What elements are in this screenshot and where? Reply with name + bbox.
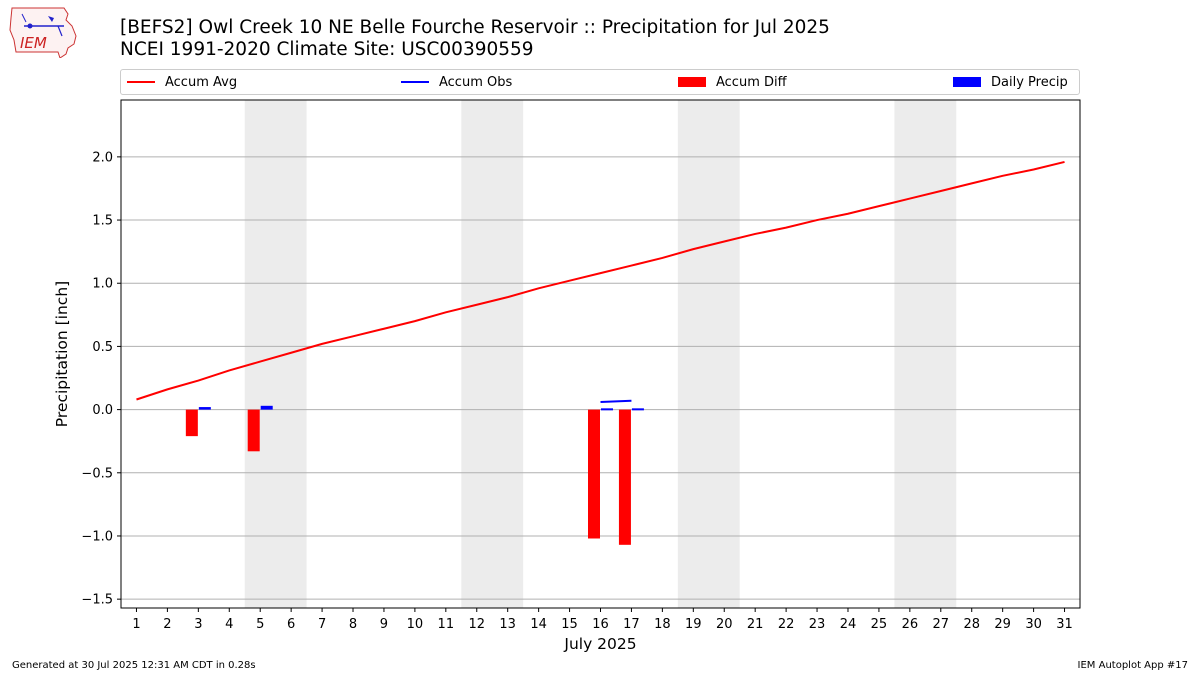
x-tick-label-9: 9 (380, 617, 388, 632)
x-tick-label-8: 8 (349, 617, 357, 632)
daily-precip-bar-17 (631, 408, 644, 411)
accum-avg-swatch (127, 81, 155, 83)
accum-obs-swatch (401, 81, 429, 83)
legend-item-accum-obs: Accum Obs (401, 70, 512, 94)
x-tick-label-29: 29 (994, 617, 1011, 632)
accum-avg-line (136, 160, 1065, 401)
x-tick-label-18: 18 (654, 617, 671, 632)
x-tick-label-10: 10 (407, 617, 424, 632)
x-tick-label-5: 5 (256, 617, 264, 632)
y-axis-label: Precipitation [inch] (53, 281, 71, 427)
x-tick-label-6: 6 (287, 617, 295, 632)
accum-diff-bar-17 (618, 409, 631, 545)
chart-title: [BEFS2] Owl Creek 10 NE Belle Fourche Re… (120, 17, 830, 38)
x-axis-label: July 2025 (563, 635, 636, 653)
x-tick-label-7: 7 (318, 617, 326, 632)
x-tick-label-20: 20 (716, 617, 733, 632)
accum-obs-line (600, 399, 632, 404)
legend-item-accum-avg: Accum Avg (127, 70, 237, 94)
legend-label-accum-avg: Accum Avg (165, 74, 238, 90)
y-tick-label-2: −0.5 (81, 466, 113, 481)
x-tick-label-24: 24 (840, 617, 857, 632)
daily-precip-swatch (953, 77, 981, 87)
x-tick-label-16: 16 (592, 617, 609, 632)
accum-diff-swatch (678, 77, 706, 87)
y-tick-label-7: 2.0 (92, 150, 113, 165)
x-tick-label-15: 15 (561, 617, 578, 632)
legend-item-daily-precip: Daily Precip (953, 70, 1068, 94)
x-tick-label-12: 12 (468, 617, 485, 632)
x-tick-label-14: 14 (530, 617, 547, 632)
iem-logo: IEM (9, 7, 77, 58)
weekend-band-1 (244, 100, 307, 608)
y-tick-label-1: −1.0 (81, 529, 113, 544)
daily-precip-bar-3 (198, 407, 211, 410)
chart-legend: Accum Avg Accum Obs Accum Diff Daily Pre… (120, 69, 1080, 95)
x-tick-label-2: 2 (163, 617, 171, 632)
daily-precip-bar-16 (601, 408, 613, 411)
x-tick-label-23: 23 (809, 617, 826, 632)
x-tick-label-21: 21 (747, 617, 764, 632)
generated-timestamp: Generated at 30 Jul 2025 12:31 AM CDT in… (12, 660, 256, 671)
x-tick-label-17: 17 (623, 617, 640, 632)
legend-label-daily-precip: Daily Precip (991, 74, 1068, 90)
daily-precip-bar-5 (260, 405, 273, 410)
chart-subtitle: NCEI 1991-2020 Climate Site: USC00390559 (120, 39, 534, 60)
weekend-band-2 (461, 100, 524, 608)
legend-label-accum-obs: Accum Obs (439, 74, 513, 90)
legend-item-accum-diff: Accum Diff (678, 70, 787, 94)
x-tick-label-30: 30 (1025, 617, 1042, 632)
weekend-band-3 (677, 100, 740, 608)
accum-diff-bar-3 (185, 409, 198, 437)
y-tick-label-3: 0.0 (92, 403, 113, 418)
x-tick-label-27: 27 (933, 617, 950, 632)
x-tick-label-4: 4 (225, 617, 233, 632)
x-tick-label-26: 26 (902, 617, 919, 632)
x-tick-label-13: 13 (499, 617, 516, 632)
x-tick-label-25: 25 (871, 617, 888, 632)
x-tick-label-22: 22 (778, 617, 795, 632)
x-tick-label-11: 11 (438, 617, 455, 632)
x-tick-label-19: 19 (685, 617, 702, 632)
y-tick-label-5: 1.0 (92, 277, 113, 292)
legend-label-accum-diff: Accum Diff (716, 74, 787, 90)
x-tick-label-1: 1 (132, 617, 140, 632)
app-credit: IEM Autoplot App #17 (1077, 660, 1188, 671)
y-tick-label-0: −1.5 (81, 593, 113, 608)
logo-text: IEM (20, 34, 47, 52)
weekend-band-4 (894, 100, 957, 608)
y-tick-label-6: 1.5 (92, 214, 113, 229)
y-tick-label-4: 0.5 (92, 340, 113, 355)
x-tick-label-31: 31 (1056, 617, 1073, 632)
x-tick-label-28: 28 (963, 617, 980, 632)
accum-diff-bar-5 (247, 409, 260, 452)
x-tick-label-3: 3 (194, 617, 202, 632)
accum-diff-bar-16 (588, 409, 600, 539)
plot-frame (120, 99, 1081, 609)
